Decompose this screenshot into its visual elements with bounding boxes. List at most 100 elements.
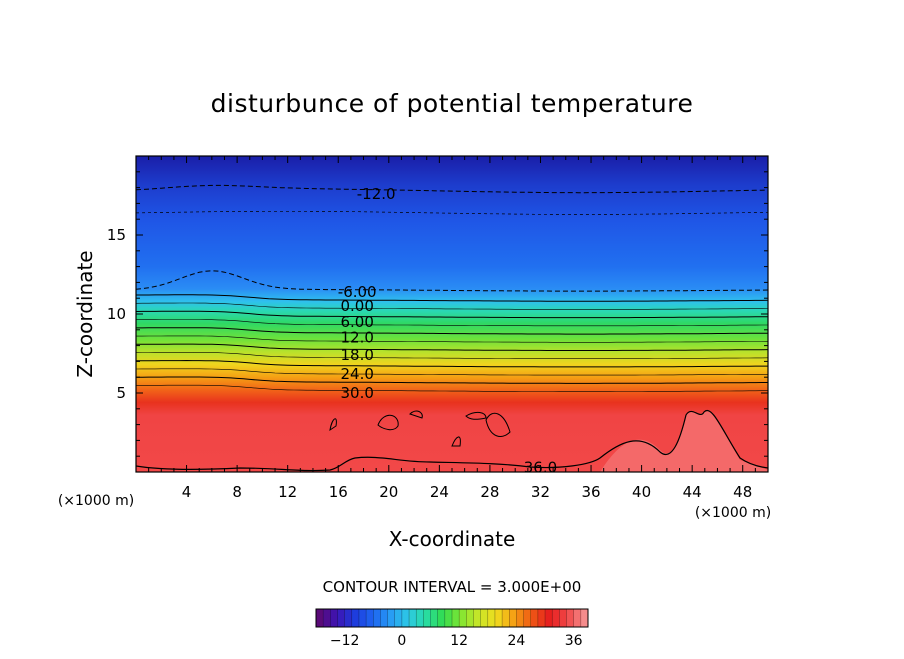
x-tick-label: 4 bbox=[182, 483, 192, 501]
y-axis-ticks: 5 10 15 bbox=[107, 171, 768, 457]
colorbar-cell bbox=[430, 609, 438, 627]
contour-blob bbox=[485, 412, 511, 437]
colorbar-cell bbox=[566, 609, 574, 627]
field-fill bbox=[136, 156, 768, 472]
contour-line-neg bbox=[136, 270, 768, 292]
colorbar-cell bbox=[437, 609, 446, 627]
x-units-left: (×1000 m) bbox=[58, 493, 134, 509]
colorbar-cell bbox=[452, 609, 460, 627]
contour-line-pos bbox=[136, 294, 768, 302]
plot-field bbox=[136, 156, 768, 472]
colorbar-tick-label: 0 bbox=[397, 633, 406, 649]
contour-line-pos bbox=[136, 319, 768, 327]
colorbar-cell bbox=[409, 609, 417, 627]
colorbar-cell bbox=[480, 609, 489, 627]
contour-line-neg bbox=[136, 184, 768, 194]
x-tick-label: 24 bbox=[430, 483, 449, 501]
colorbar-cell bbox=[423, 609, 431, 627]
x-tick-label: 12 bbox=[278, 483, 297, 501]
warm-patch bbox=[600, 410, 768, 472]
contour-line-pos bbox=[136, 302, 768, 310]
colorbar-tick-label: 12 bbox=[450, 633, 468, 649]
colorbar-cell bbox=[344, 609, 353, 627]
contour-line-pos bbox=[136, 343, 768, 351]
contour-line-pos bbox=[136, 376, 768, 384]
contour-label: 30.0 bbox=[340, 384, 373, 402]
colorbar-ticks: −12 0 12 24 36 bbox=[330, 633, 583, 649]
contour-line-pos bbox=[136, 335, 768, 343]
contour-line-pos bbox=[136, 359, 768, 368]
y-axis-label: Z-coordinate bbox=[73, 250, 97, 377]
x-tick-label: 20 bbox=[379, 483, 398, 501]
colorbar-cell bbox=[530, 609, 539, 627]
colorbar-cell bbox=[545, 609, 553, 627]
x-tick-label: 8 bbox=[232, 483, 242, 501]
contour-label: 6.00 bbox=[340, 313, 373, 331]
contour-line-pos bbox=[136, 368, 768, 376]
contour-label: 12.0 bbox=[340, 329, 373, 347]
colorbar-cell bbox=[351, 609, 360, 627]
contour-line-pos bbox=[136, 327, 768, 335]
colorbar-cell bbox=[330, 609, 338, 627]
contour-line-pos bbox=[136, 352, 768, 359]
colorbar-tick-label: 24 bbox=[508, 633, 526, 649]
x-axis-label: X-coordinate bbox=[389, 527, 516, 551]
colorbar-frame bbox=[315, 608, 589, 628]
colorbar-cell bbox=[502, 609, 510, 627]
colorbar bbox=[315, 608, 589, 628]
colorbar-cell bbox=[487, 609, 496, 627]
contour-label: 24.0 bbox=[340, 365, 373, 383]
colorbar-cell bbox=[466, 609, 474, 627]
chart-title: disturbunce of potential temperature bbox=[211, 89, 694, 118]
contour-lines bbox=[136, 184, 768, 472]
x-axis-ticks: 4 8 12 16 20 24 28 32 36 40 44 48 bbox=[148, 156, 756, 501]
contour-blob bbox=[451, 436, 461, 447]
colorbar-cell bbox=[373, 609, 381, 627]
colorbar-cell bbox=[523, 609, 532, 627]
contour-label: -12.0 bbox=[357, 185, 396, 203]
colorbar-tick-label: 36 bbox=[565, 633, 583, 649]
colorbar-cell bbox=[444, 609, 453, 627]
contour-label: -6.00 bbox=[338, 283, 377, 301]
y-tick-label: 5 bbox=[116, 384, 126, 402]
colorbar-cell bbox=[516, 609, 524, 627]
contour-label: 36.0 bbox=[524, 458, 557, 476]
colorbar-cell bbox=[401, 609, 410, 627]
colorbar-cell bbox=[337, 609, 345, 627]
y-tick-label: 10 bbox=[107, 305, 126, 323]
x-tick-label: 16 bbox=[329, 483, 348, 501]
colorbar-cell bbox=[387, 609, 396, 627]
contour-blob bbox=[377, 414, 399, 431]
contour-label: 0.00 bbox=[340, 297, 373, 315]
colorbar-tick-label: −12 bbox=[330, 633, 360, 649]
x-tick-label: 44 bbox=[683, 483, 702, 501]
x-tick-label: 36 bbox=[581, 483, 600, 501]
contour-label: 18.0 bbox=[340, 346, 373, 364]
colorbar-cell bbox=[580, 609, 589, 627]
colorbar-cell bbox=[509, 609, 517, 627]
colorbar-cell bbox=[394, 609, 403, 627]
colorbar-cell bbox=[380, 609, 388, 627]
contour-interval-text: CONTOUR INTERVAL = 3.000E+00 bbox=[323, 578, 582, 596]
x-tick-label: 40 bbox=[632, 483, 651, 501]
contour-line-36 bbox=[136, 409, 768, 472]
contour-blob bbox=[409, 410, 423, 419]
colorbar-cell bbox=[494, 609, 503, 627]
x-units-right: (×1000 m) bbox=[695, 505, 771, 521]
x-tick-label: 48 bbox=[733, 483, 752, 501]
contour-blob bbox=[329, 418, 337, 432]
colorbar-cell bbox=[366, 609, 374, 627]
colorbar-cell bbox=[537, 609, 546, 627]
x-tick-label: 32 bbox=[531, 483, 550, 501]
colorbar-cell bbox=[559, 609, 567, 627]
colorbar-cell bbox=[323, 609, 331, 627]
contour-line-pos bbox=[136, 310, 768, 319]
colorbar-cell bbox=[573, 609, 582, 627]
contour-line-pos bbox=[136, 384, 768, 392]
x-tick-label: 28 bbox=[480, 483, 499, 501]
colorbar-cell bbox=[416, 609, 424, 627]
colorbar-cell bbox=[459, 609, 467, 627]
